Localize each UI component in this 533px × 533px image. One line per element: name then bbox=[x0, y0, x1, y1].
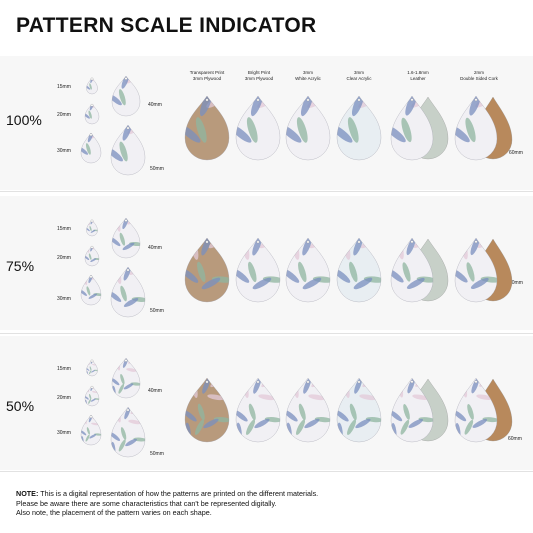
size-drop-15mm bbox=[86, 77, 98, 95]
size-label-40mm: 40mm bbox=[148, 388, 162, 394]
size-label-50mm: 50mm bbox=[150, 166, 164, 172]
size-label-50mm: 50mm bbox=[150, 451, 164, 457]
size-drop-20mm bbox=[84, 245, 100, 267]
material-drop-white-acrylic bbox=[285, 237, 331, 303]
size-drop-50mm bbox=[110, 406, 146, 458]
disclaimer-note: NOTE: This is a digital representation o… bbox=[16, 489, 319, 517]
size-label-60mm: 60mm bbox=[508, 436, 522, 442]
size-drop-30mm bbox=[80, 132, 102, 164]
material-drop-clear-acrylic bbox=[336, 95, 382, 161]
size-label-30mm: 30mm bbox=[57, 296, 71, 302]
size-drop-50mm bbox=[110, 124, 146, 176]
size-drop-40mm bbox=[111, 217, 141, 259]
size-label-60mm: 60mm bbox=[509, 150, 523, 156]
size-label-20mm: 20mm bbox=[57, 112, 71, 118]
size-drop-40mm bbox=[111, 75, 141, 117]
size-label-40mm: 40mm bbox=[148, 245, 162, 251]
material-label-white-acrylic: 3mm White Acrylic bbox=[295, 70, 321, 81]
material-drop-bright-plywood bbox=[235, 237, 281, 303]
material-label-bright-plywood: Bright Print 3mm Plywood bbox=[244, 70, 274, 81]
size-label-30mm: 30mm bbox=[57, 430, 71, 436]
material-drop-white-acrylic bbox=[285, 377, 331, 443]
size-label-40mm: 40mm bbox=[148, 102, 162, 108]
material-drop-bright-plywood bbox=[235, 95, 281, 161]
page-title: PATTERN SCALE INDICATOR bbox=[16, 14, 317, 37]
size-label-20mm: 20mm bbox=[57, 395, 71, 401]
size-label-30mm: 30mm bbox=[57, 148, 71, 154]
size-drop-20mm bbox=[84, 103, 100, 125]
scale-label-50: 50% bbox=[6, 398, 35, 414]
size-drop-30mm bbox=[80, 274, 102, 306]
divider bbox=[0, 191, 533, 192]
size-drop-40mm bbox=[111, 357, 141, 399]
material-drop-clear-acrylic bbox=[336, 377, 382, 443]
size-drop-50mm bbox=[110, 266, 146, 318]
material-label-clear-acrylic: 3mm Clear Acrylic bbox=[346, 70, 372, 81]
material-drop-cork bbox=[454, 95, 498, 161]
material-drop-white-acrylic bbox=[285, 95, 331, 161]
size-label-60mm: 60mm bbox=[509, 280, 523, 286]
size-label-50mm: 50mm bbox=[150, 308, 164, 314]
divider bbox=[0, 333, 533, 334]
scale-label-75: 75% bbox=[6, 258, 35, 274]
material-drop-clear-acrylic bbox=[336, 237, 382, 303]
size-label-15mm: 15mm bbox=[57, 84, 71, 90]
material-drop-transparent-plywood bbox=[184, 377, 230, 443]
material-label-cork: 2mm Double Sided Cork bbox=[460, 70, 498, 81]
size-drop-15mm bbox=[86, 219, 98, 237]
size-label-15mm: 15mm bbox=[57, 226, 71, 232]
material-drop-bright-plywood bbox=[235, 377, 281, 443]
size-label-15mm: 15mm bbox=[57, 366, 71, 372]
size-drop-30mm bbox=[80, 414, 102, 446]
material-label-leather: 1.6-1.8mm Leather bbox=[407, 70, 429, 81]
material-drop-transparent-plywood bbox=[184, 95, 230, 161]
size-drop-15mm bbox=[86, 359, 98, 377]
scale-label-100: 100% bbox=[6, 112, 42, 128]
size-drop-20mm bbox=[84, 385, 100, 407]
material-drop-transparent-plywood bbox=[184, 237, 230, 303]
divider bbox=[0, 471, 533, 472]
material-label-transparent-plywood: Transparent Print 3mm Plywood bbox=[189, 70, 225, 81]
size-label-20mm: 20mm bbox=[57, 255, 71, 261]
